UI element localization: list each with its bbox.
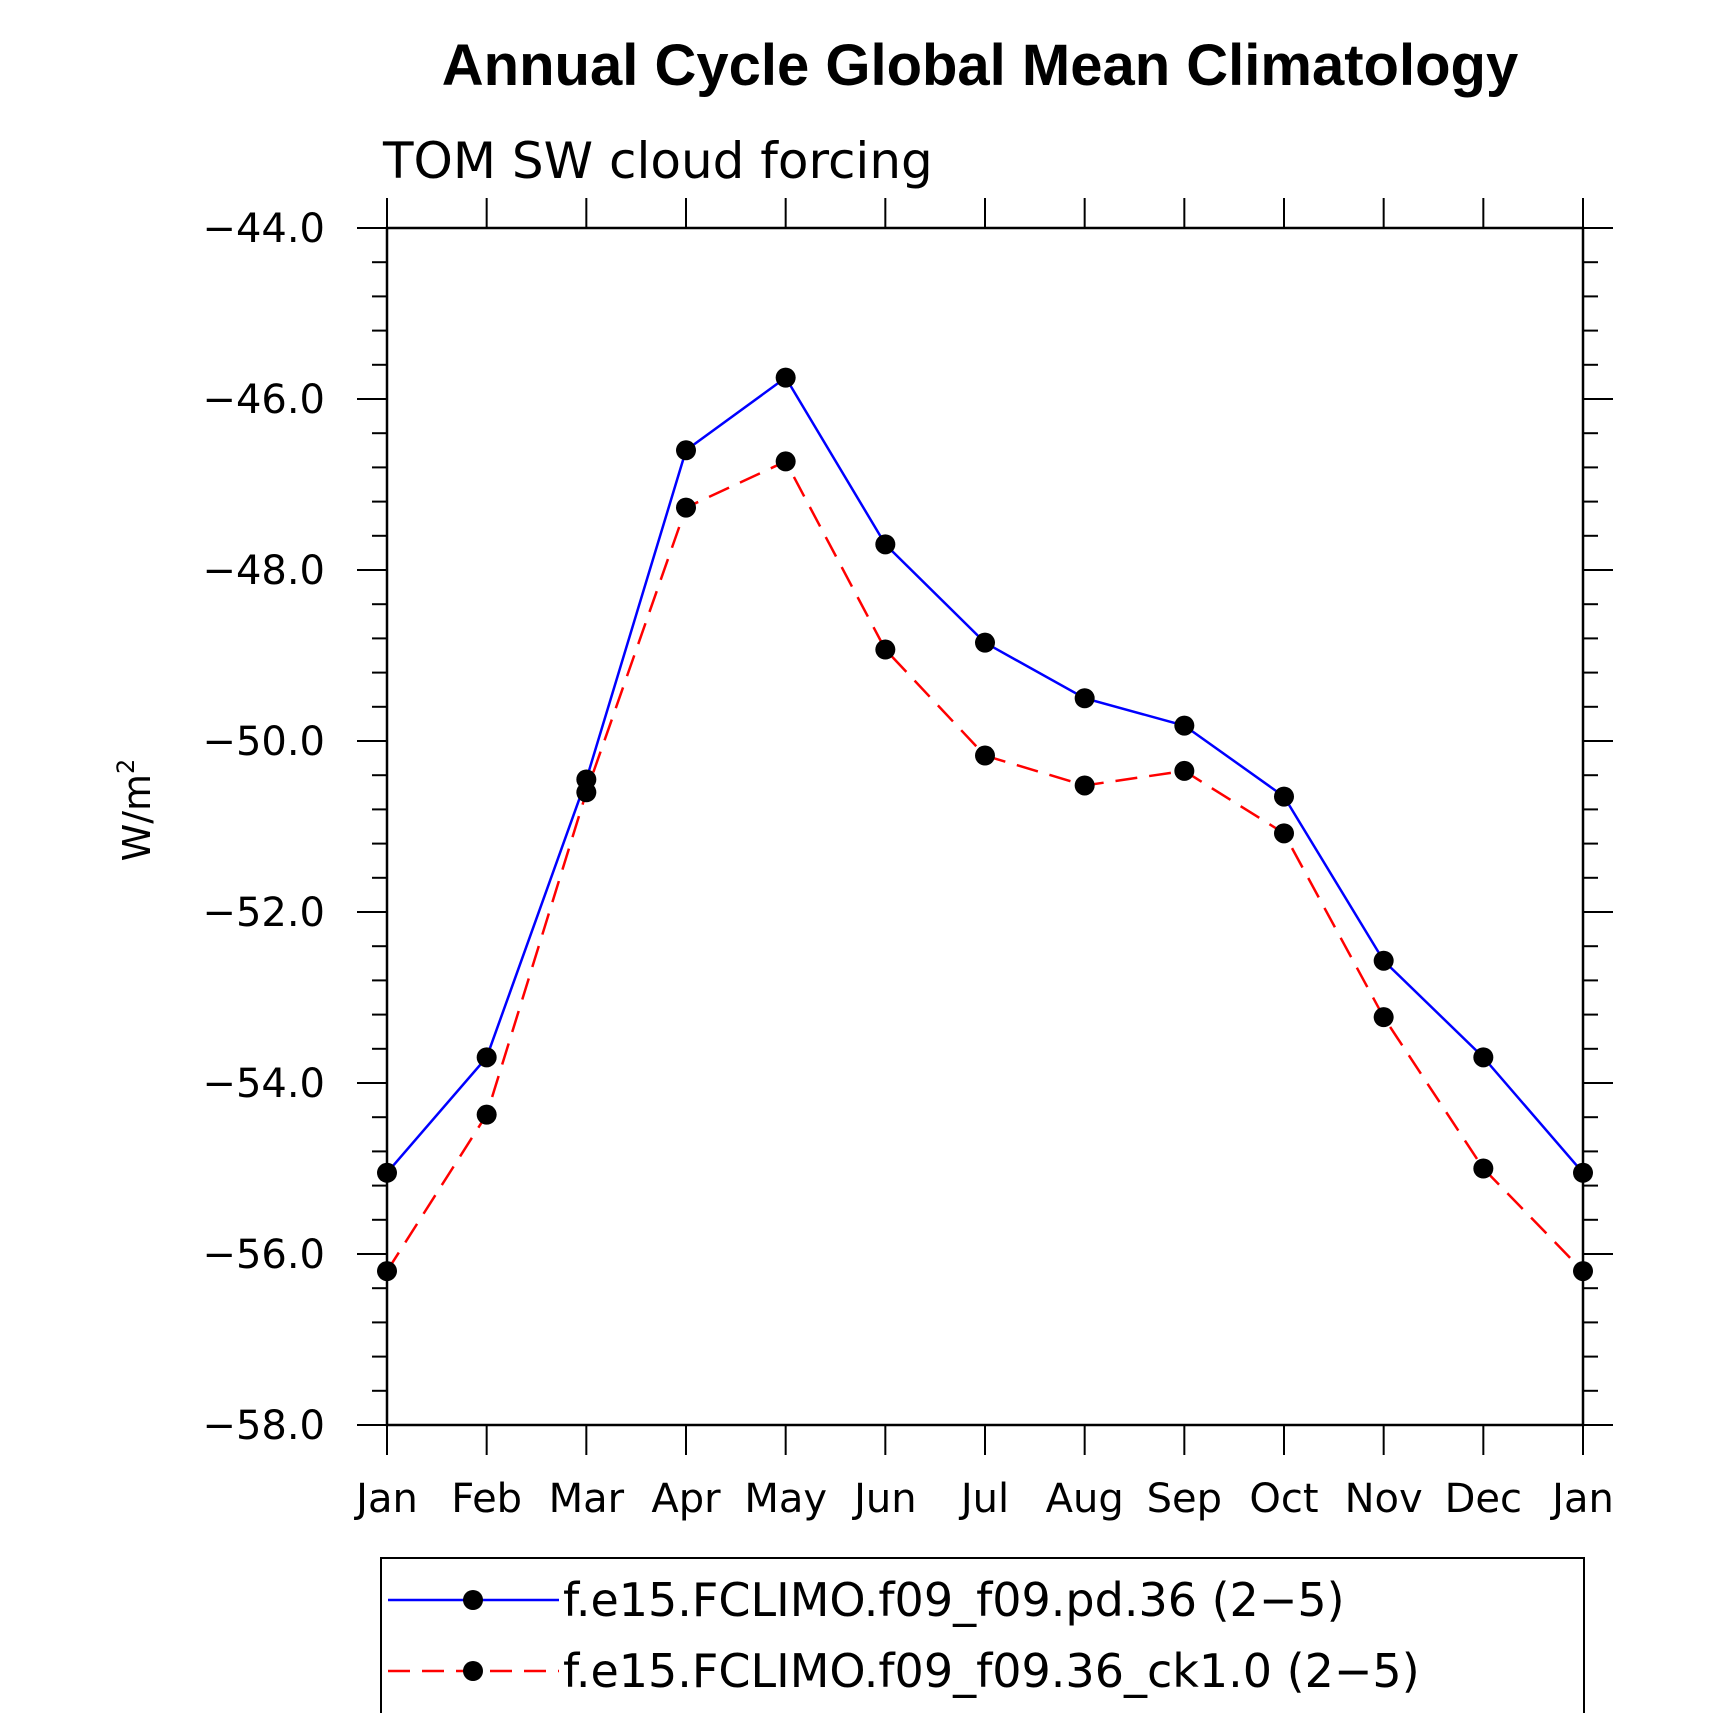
- x-tick-label: Sep: [1147, 1476, 1222, 1522]
- x-tick-label: May: [744, 1476, 827, 1522]
- series-1-point: [1473, 1047, 1494, 1068]
- y-axis-label: W/m2: [112, 759, 159, 862]
- x-tick-label: Oct: [1249, 1476, 1318, 1522]
- series-2-point: [875, 639, 896, 660]
- x-tick-label: Apr: [651, 1476, 721, 1522]
- series-1-point: [1373, 950, 1394, 971]
- series-1-point: [377, 1162, 397, 1183]
- x-tick-label: Jan: [353, 1476, 418, 1522]
- y-tick-label: −52.0: [202, 890, 325, 936]
- series-1-point: [1174, 715, 1195, 736]
- legend-label-series-2: f.e15.FCLIMO.f09_f09.36_ck1.0 (2−5): [563, 1644, 1420, 1698]
- series-2-point: [676, 497, 696, 518]
- chart-subtitle: TOM SW cloud forcing: [382, 132, 933, 190]
- y-tick-label: −56.0: [202, 1232, 325, 1278]
- x-tick-labels: Jan Feb Mar Apr May Jun Jul Aug Sep Oct Nov Dec Jan: [353, 1476, 1614, 1522]
- y-tick-label: −50.0: [202, 719, 325, 765]
- x-tick-label: Jul: [958, 1476, 1009, 1522]
- y-tick-label: −58.0: [202, 1403, 325, 1449]
- y-tick-label: −54.0: [202, 1061, 325, 1107]
- x-tick-label: Jan: [1549, 1476, 1614, 1522]
- series-2-point: [1174, 760, 1195, 781]
- x-tick-label: Dec: [1445, 1476, 1522, 1522]
- series-2-point: [775, 451, 796, 472]
- legend-marker-series-2: [463, 1661, 483, 1681]
- chart-title: Annual Cycle Global Mean Climatology: [442, 33, 1518, 98]
- plot-axes: [357, 198, 1613, 1455]
- series-2-point: [576, 782, 597, 803]
- series-2-point: [1373, 1007, 1394, 1028]
- legend-marker-series-1: [463, 1590, 483, 1610]
- series-2-point: [1573, 1261, 1593, 1282]
- plot-frame: [385, 226, 1585, 1427]
- x-tick-label: Aug: [1046, 1476, 1124, 1522]
- legend: f.e15.FCLIMO.f09_f09.pd.36 (2−5) f.e15.F…: [380, 1557, 1585, 1713]
- x-tick-label: Feb: [451, 1476, 522, 1522]
- series-2-point: [1473, 1158, 1494, 1179]
- x-tick-label: Nov: [1345, 1476, 1423, 1522]
- series-2-point: [1074, 775, 1095, 796]
- y-tick-label: −48.0: [202, 548, 325, 594]
- series-1-point: [975, 632, 995, 653]
- series-layer: [377, 367, 1593, 1282]
- series-1-point: [1074, 688, 1095, 709]
- legend-label-series-1: f.e15.FCLIMO.f09_f09.pd.36 (2−5): [563, 1573, 1345, 1627]
- series-2-point: [476, 1104, 497, 1125]
- series-1-point: [676, 440, 696, 461]
- series-2-point: [1274, 823, 1294, 844]
- series-1-point: [1573, 1162, 1593, 1183]
- y-tick-label: −44.0: [202, 206, 325, 252]
- x-tick-label: Mar: [549, 1476, 625, 1522]
- series-1-point: [1274, 786, 1294, 807]
- series-1-point: [875, 534, 896, 555]
- series-2-point: [377, 1261, 397, 1282]
- y-tick-labels: −44.0 −46.0 −48.0 −50.0 −52.0 −54.0 −56.0 −58.0: [202, 206, 325, 1449]
- series-2-point: [975, 745, 995, 766]
- series-2-line: [385, 459, 1584, 1272]
- x-tick-label: Jun: [851, 1476, 917, 1522]
- y-tick-label: −46.0: [202, 377, 325, 423]
- series-1-point: [775, 367, 796, 388]
- series-1-line: [386, 375, 1584, 1174]
- legend-box: [380, 1557, 1585, 1713]
- series-1-point: [476, 1047, 497, 1068]
